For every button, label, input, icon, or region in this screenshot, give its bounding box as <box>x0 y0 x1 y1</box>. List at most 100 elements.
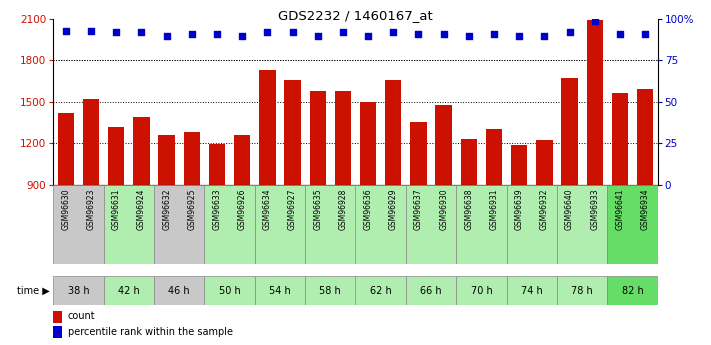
Bar <box>209 144 225 309</box>
Text: 54 h: 54 h <box>269 286 291 296</box>
Text: GSM96630: GSM96630 <box>61 188 70 230</box>
Bar <box>53 185 104 264</box>
Bar <box>557 276 607 305</box>
Bar <box>611 93 628 309</box>
Point <box>488 31 500 37</box>
Bar <box>205 185 255 264</box>
Bar <box>53 276 104 305</box>
Text: 38 h: 38 h <box>68 286 90 296</box>
Bar <box>104 185 154 264</box>
Text: GSM96923: GSM96923 <box>87 188 95 230</box>
Point <box>111 29 122 35</box>
Point <box>60 28 72 33</box>
Text: GSM96928: GSM96928 <box>338 188 348 230</box>
Bar <box>385 80 402 309</box>
Bar <box>335 91 351 309</box>
Text: count: count <box>68 312 95 321</box>
Bar <box>305 276 356 305</box>
Bar <box>360 102 376 309</box>
Bar <box>205 276 255 305</box>
Bar <box>260 70 276 309</box>
Bar <box>104 276 154 305</box>
Point <box>186 31 198 37</box>
Bar <box>511 145 528 309</box>
Text: GSM96637: GSM96637 <box>414 188 423 230</box>
Bar <box>284 80 301 309</box>
Bar <box>133 117 149 309</box>
Text: GDS2232 / 1460167_at: GDS2232 / 1460167_at <box>278 9 433 22</box>
Text: 46 h: 46 h <box>169 286 190 296</box>
Text: GSM96929: GSM96929 <box>389 188 397 230</box>
Bar <box>506 276 557 305</box>
Point <box>463 33 474 38</box>
Bar <box>435 105 451 309</box>
Text: GSM96639: GSM96639 <box>515 188 524 230</box>
Text: GSM96640: GSM96640 <box>565 188 574 230</box>
Bar <box>154 185 205 264</box>
Text: GSM96634: GSM96634 <box>263 188 272 230</box>
Text: GSM96926: GSM96926 <box>237 188 247 230</box>
Text: GSM96636: GSM96636 <box>363 188 373 230</box>
Bar <box>562 78 578 309</box>
Text: GSM96933: GSM96933 <box>590 188 599 230</box>
Bar <box>406 276 456 305</box>
Text: GSM96927: GSM96927 <box>288 188 297 230</box>
Point <box>589 18 600 23</box>
Bar <box>356 276 406 305</box>
Text: time ▶: time ▶ <box>17 286 50 296</box>
Point <box>363 33 374 38</box>
Point <box>136 29 147 35</box>
Text: GSM96635: GSM96635 <box>314 188 322 230</box>
Bar <box>159 135 175 309</box>
Point <box>564 29 575 35</box>
Text: 50 h: 50 h <box>219 286 240 296</box>
Text: 74 h: 74 h <box>521 286 542 296</box>
Point <box>337 29 348 35</box>
Bar <box>58 113 74 309</box>
Point <box>85 28 97 33</box>
Text: GSM96931: GSM96931 <box>489 188 498 230</box>
Bar <box>557 185 607 264</box>
Bar <box>536 140 552 309</box>
Text: GSM96932: GSM96932 <box>540 188 549 230</box>
Text: 62 h: 62 h <box>370 286 392 296</box>
Point <box>237 33 248 38</box>
Point <box>211 31 223 37</box>
Text: 66 h: 66 h <box>420 286 442 296</box>
Text: GSM96631: GSM96631 <box>112 188 121 230</box>
Point <box>387 29 399 35</box>
Point <box>161 33 172 38</box>
Bar <box>587 20 603 309</box>
Bar <box>255 185 305 264</box>
Bar <box>406 185 456 264</box>
Text: 42 h: 42 h <box>118 286 140 296</box>
Bar <box>108 127 124 309</box>
Bar <box>456 185 506 264</box>
Bar <box>506 185 557 264</box>
Point <box>614 31 626 37</box>
Text: GSM96934: GSM96934 <box>641 188 650 230</box>
Bar <box>255 276 305 305</box>
Text: 82 h: 82 h <box>621 286 643 296</box>
Bar <box>234 135 250 309</box>
Text: 78 h: 78 h <box>571 286 593 296</box>
Bar <box>356 185 406 264</box>
Text: GSM96638: GSM96638 <box>464 188 474 230</box>
Bar <box>83 99 100 309</box>
Bar <box>607 276 658 305</box>
Point <box>312 33 324 38</box>
Bar <box>637 89 653 309</box>
Point <box>513 33 525 38</box>
Bar <box>607 185 658 264</box>
Point <box>539 33 550 38</box>
Bar <box>154 276 205 305</box>
Point <box>438 31 449 37</box>
Point <box>413 31 424 37</box>
Point <box>639 31 651 37</box>
Text: GSM96925: GSM96925 <box>187 188 196 230</box>
Bar <box>305 185 356 264</box>
Text: GSM96633: GSM96633 <box>213 188 222 230</box>
Text: GSM96930: GSM96930 <box>439 188 448 230</box>
Bar <box>410 122 427 309</box>
Bar <box>309 91 326 309</box>
